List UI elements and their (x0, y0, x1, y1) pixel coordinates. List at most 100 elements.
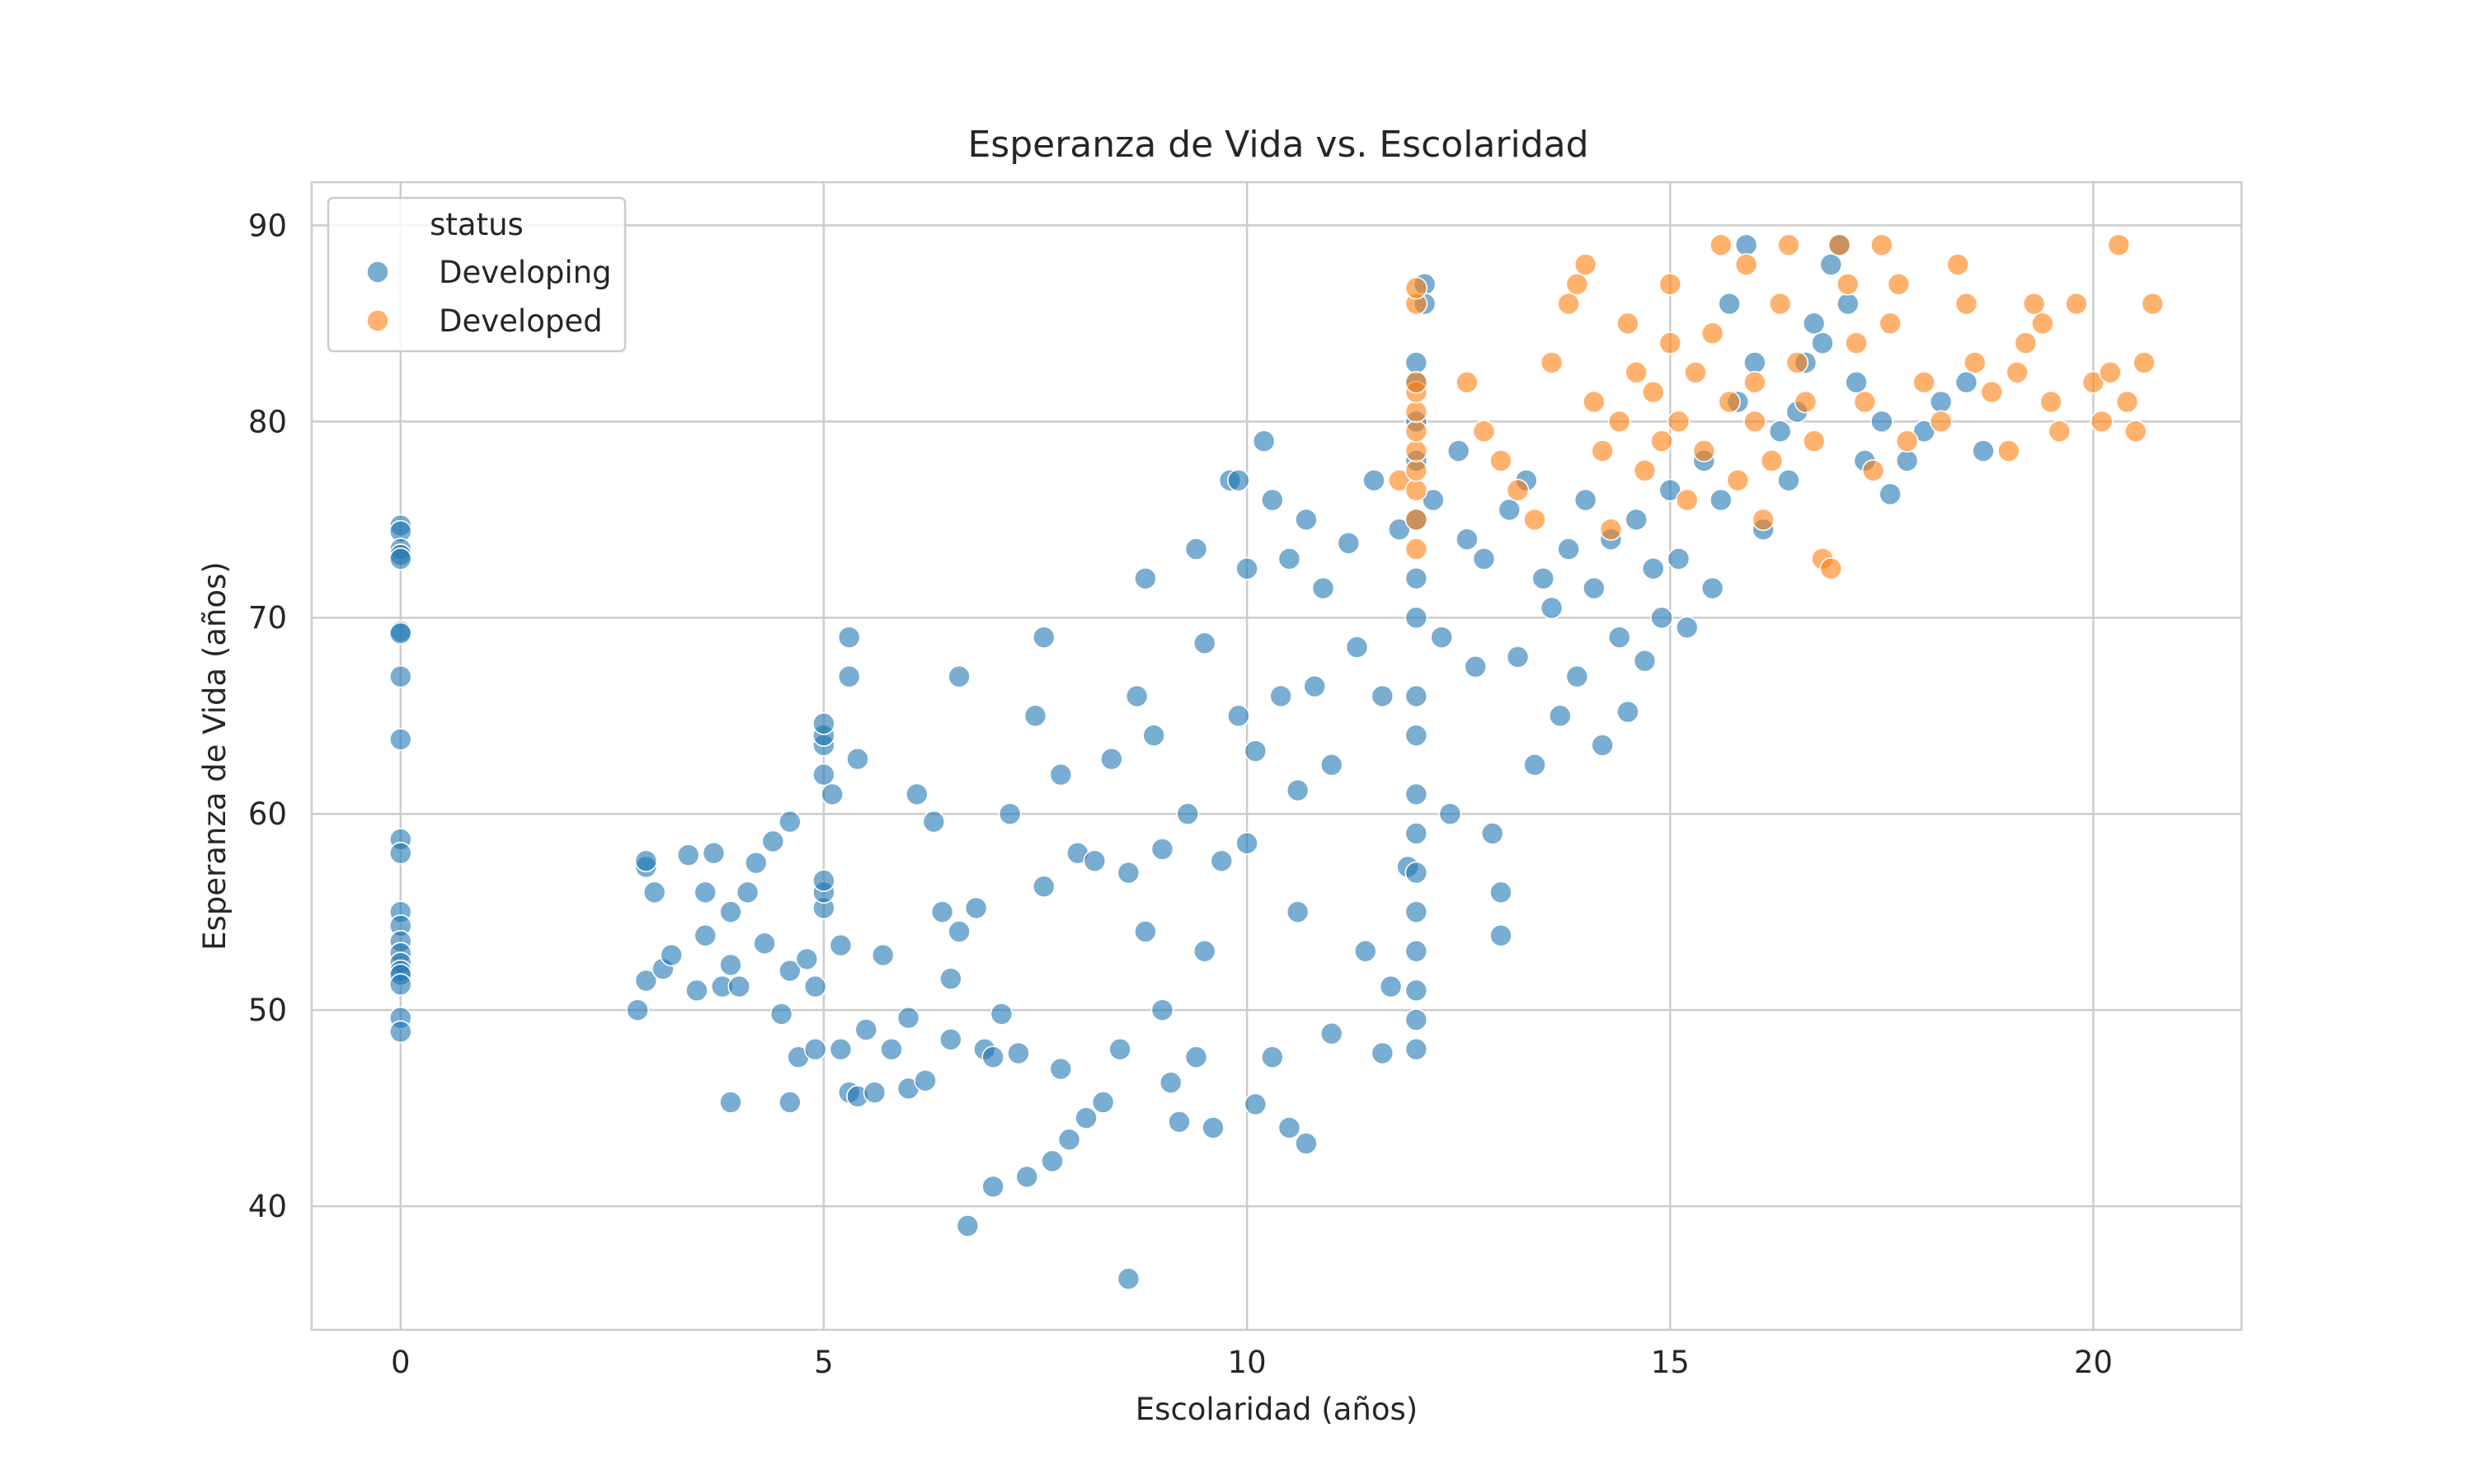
x-axis-label: Escolaridad (años) (1136, 1392, 1418, 1427)
data-point-developing (1446, 439, 1470, 463)
data-point-developing (1184, 1045, 1208, 1069)
data-point-developing (1075, 1106, 1098, 1129)
data-point-developing (1616, 700, 1639, 724)
data-point-developed (1633, 458, 1657, 482)
data-point-developed (1404, 538, 1428, 561)
data-point-developing (1464, 655, 1487, 679)
data-point-developing (1531, 566, 1555, 590)
data-point-developed (1785, 351, 1808, 374)
data-point-developing (1311, 576, 1335, 600)
data-point-developed (1404, 276, 1428, 300)
data-point-developing (745, 851, 768, 875)
data-point-developing (719, 953, 742, 977)
data-point-developing (1718, 292, 1741, 316)
y-axis-label: Esperanza de Vida (años) (197, 561, 233, 951)
data-point-developing (930, 900, 954, 923)
data-point-developing (1422, 488, 1445, 512)
data-point-developing (1184, 538, 1208, 561)
data-point-developed (1591, 439, 1614, 463)
data-point-developing (1700, 576, 1724, 600)
data-point-developing (1480, 822, 1504, 845)
x-tick-label: 5 (814, 1345, 834, 1380)
data-point-developing (634, 969, 658, 993)
data-point-developed (1836, 272, 1860, 296)
data-point-developed (1802, 430, 1826, 453)
data-point-developed (1404, 458, 1428, 482)
data-point-developing (1159, 1071, 1183, 1094)
data-point-developing (1743, 351, 1766, 374)
data-point-developed (1667, 410, 1691, 434)
data-point-developing (1319, 1021, 1343, 1045)
data-point-developing (1430, 626, 1453, 649)
data-point-developing (1202, 1116, 1225, 1139)
data-point-developing (1388, 518, 1411, 541)
data-point-developing (719, 900, 742, 923)
data-point-developing (388, 727, 412, 751)
grid (312, 182, 2241, 1330)
data-point-developed (2141, 292, 2165, 316)
data-point-developing (1456, 528, 1479, 551)
data-point-developing (1192, 632, 1216, 655)
y-tick-label: 70 (248, 600, 287, 636)
data-point-developing (761, 829, 785, 853)
data-point-developed (1404, 478, 1428, 502)
data-point-developing (1506, 646, 1530, 669)
data-point-developing (1319, 753, 1343, 777)
data-point-developed (1540, 351, 1564, 374)
x-tick-label: 0 (391, 1345, 411, 1380)
data-point-developing (998, 802, 1022, 825)
data-point-developing (1083, 849, 1107, 873)
data-point-developing (736, 881, 760, 904)
data-point-developing (769, 1003, 793, 1026)
data-point-developing (1845, 370, 1868, 394)
data-point-developing (1404, 606, 1428, 630)
data-point-developing (1768, 420, 1792, 443)
data-point-developing (1134, 566, 1157, 590)
data-point-developed (1607, 410, 1631, 434)
data-point-developing (939, 1028, 962, 1051)
data-point-developing (795, 947, 819, 971)
data-point-developing (388, 1020, 412, 1044)
data-point-developing (1404, 861, 1428, 885)
data-point-developing (981, 1045, 1004, 1069)
legend-title: status (430, 207, 524, 242)
data-point-developing (922, 810, 946, 834)
data-point-developing (1277, 1116, 1301, 1139)
data-point-developing (1675, 616, 1699, 639)
data-point-developing (939, 967, 962, 990)
y-tick-label: 40 (248, 1189, 287, 1224)
data-point-developing (388, 841, 412, 865)
x-axis-ticks: 0 5 10 15 20 (391, 1345, 2113, 1380)
data-point-developing (1404, 684, 1428, 708)
data-point-developing (829, 933, 853, 957)
data-point-developed (1456, 370, 1479, 394)
data-point-developed (1625, 361, 1648, 384)
data-point-developing (964, 896, 988, 920)
data-point-developing (778, 959, 802, 983)
data-point-developing (990, 1003, 1014, 1026)
data-point-developing (1345, 636, 1369, 659)
y-tick-label: 90 (248, 208, 287, 243)
data-point-developing (1295, 1132, 1318, 1155)
data-point-developed (2133, 351, 2156, 374)
data-point-developing (1227, 468, 1250, 492)
data-point-developing (1015, 1165, 1039, 1189)
data-point-developing (948, 665, 971, 688)
data-point-developing (1244, 740, 1268, 763)
legend-box (327, 196, 627, 353)
data-point-developing (863, 1081, 887, 1104)
data-point-developing (1091, 1091, 1115, 1114)
data-point-developing (1244, 1092, 1268, 1116)
data-point-developing (634, 849, 658, 873)
legend: status Developing Developed (327, 196, 627, 353)
data-point-developed (1641, 380, 1665, 404)
data-point-developed (1388, 468, 1411, 492)
data-point-developing (1836, 292, 1860, 316)
data-point-developing (702, 841, 726, 865)
data-point-developing (719, 1091, 742, 1114)
data-point-developed (1912, 370, 1935, 394)
series-developing (388, 233, 1995, 1290)
data-point-developed (2065, 292, 2088, 316)
data-point-developed (1760, 449, 1784, 472)
data-point-developed (1404, 508, 1428, 532)
